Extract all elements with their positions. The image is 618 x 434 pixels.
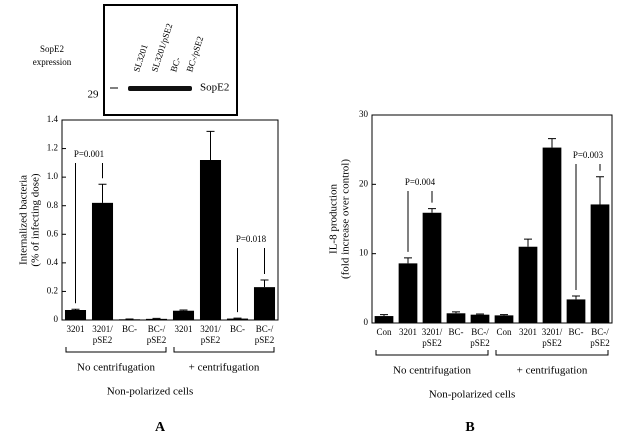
error-bar <box>596 176 604 205</box>
bar <box>199 160 222 320</box>
x-tick-label: BC- <box>448 327 463 337</box>
blot-label: SopE2 <box>40 44 64 54</box>
group-label: No centrifugation <box>393 365 471 377</box>
bar <box>566 299 586 323</box>
y-tick-label: 1.2 <box>47 143 58 153</box>
y-tick-label: 0.4 <box>47 257 59 267</box>
error-bar <box>428 208 436 213</box>
bar <box>145 318 168 320</box>
bar <box>172 310 195 320</box>
annotation: P=0.001 <box>74 149 104 159</box>
bar <box>91 202 114 320</box>
x-tick-label: 3201/pSE2 <box>542 327 563 348</box>
group-bracket <box>375 350 489 356</box>
x-tick-label: 3201 <box>67 324 85 334</box>
bar <box>253 287 276 320</box>
y-tick-label: 10 <box>359 248 369 258</box>
x-axis-label: Non-polarized cells <box>107 386 193 398</box>
bar <box>590 204 610 323</box>
group-bracket <box>65 347 167 353</box>
group-label: No centrifugation <box>77 362 155 374</box>
error-bar <box>476 313 484 315</box>
bar <box>494 315 514 323</box>
bar <box>64 310 87 320</box>
annotation: P=0.004 <box>405 177 436 187</box>
x-axis-label: Non-polarized cells <box>429 389 515 401</box>
panel-label: B <box>465 420 474 434</box>
x-tick-label: BC-/pSE2 <box>590 327 610 348</box>
error-bar <box>548 138 556 148</box>
blot-band <box>128 86 192 91</box>
x-tick-label: BC- <box>230 324 245 334</box>
y-tick-label: 20 <box>359 178 369 188</box>
x-tick-label: Con <box>376 327 392 337</box>
lane-label: BC- <box>168 56 182 73</box>
lane-label: BC-/pSE2 <box>184 35 205 73</box>
error-bar <box>404 257 412 264</box>
bar <box>542 147 562 323</box>
blot-frame <box>103 4 238 116</box>
bar <box>226 318 249 320</box>
x-tick-label: BC-/pSE2 <box>470 327 490 348</box>
annotation: P=0.018 <box>236 234 267 244</box>
blot-marker: 29 <box>88 89 100 101</box>
x-tick-label: 3201/pSE2 <box>92 324 113 345</box>
y-tick-label: 1.0 <box>47 171 59 181</box>
y-axis-label: Internalized bacteria <box>18 175 30 265</box>
error-bar <box>572 295 580 300</box>
error-bar <box>452 311 460 314</box>
group-bracket <box>173 347 275 353</box>
error-bar <box>260 279 269 288</box>
x-tick-label: 3201 <box>519 327 537 337</box>
x-tick-label: BC-/pSE2 <box>147 324 167 345</box>
error-bar <box>524 238 532 247</box>
y-axis-label: (% of infecting dose) <box>30 173 42 266</box>
bar <box>470 314 490 323</box>
error-bar <box>98 183 107 203</box>
y-axis-label: IL-8 production <box>328 184 340 254</box>
bar <box>118 319 141 321</box>
plot-frame <box>371 114 613 324</box>
bar <box>446 313 466 323</box>
x-tick-label: 3201/pSE2 <box>422 327 443 348</box>
x-tick-label: 3201 <box>399 327 417 337</box>
error-bar <box>179 309 188 311</box>
y-tick-label: 1.4 <box>47 114 59 124</box>
annotation: P=0.003 <box>573 150 604 160</box>
y-tick-label: 0.6 <box>47 228 59 238</box>
error-bar <box>380 314 388 317</box>
x-tick-label: BC-/pSE2 <box>255 324 275 345</box>
lane-label: SL3201 <box>131 43 149 73</box>
bar <box>422 212 442 323</box>
bar <box>518 246 538 323</box>
panel-label: A <box>155 420 166 434</box>
x-tick-label: Con <box>496 327 512 337</box>
error-bar <box>206 130 215 160</box>
error-bar <box>500 314 508 316</box>
x-tick-label: BC- <box>568 327 583 337</box>
plot-frame <box>61 119 279 321</box>
y-axis-label: (fold increase over control) <box>340 159 352 279</box>
bar <box>398 263 418 323</box>
y-tick-label: 0.8 <box>47 200 59 210</box>
x-tick-label: 3201/pSE2 <box>200 324 221 345</box>
y-tick-label: 0.2 <box>47 285 58 295</box>
band-label: SopE2 <box>200 82 229 94</box>
blot-label: expression <box>33 57 72 67</box>
bar <box>374 316 394 323</box>
x-tick-label: BC- <box>122 324 137 334</box>
group-label: + centrifugation <box>189 362 260 374</box>
y-tick-label: 0 <box>364 317 369 327</box>
x-tick-label: 3201 <box>175 324 193 334</box>
error-bar <box>71 308 80 310</box>
y-tick-label: 0 <box>54 314 59 324</box>
y-tick-label: 30 <box>359 109 369 119</box>
group-label: + centrifugation <box>517 365 588 377</box>
group-bracket <box>495 350 609 356</box>
